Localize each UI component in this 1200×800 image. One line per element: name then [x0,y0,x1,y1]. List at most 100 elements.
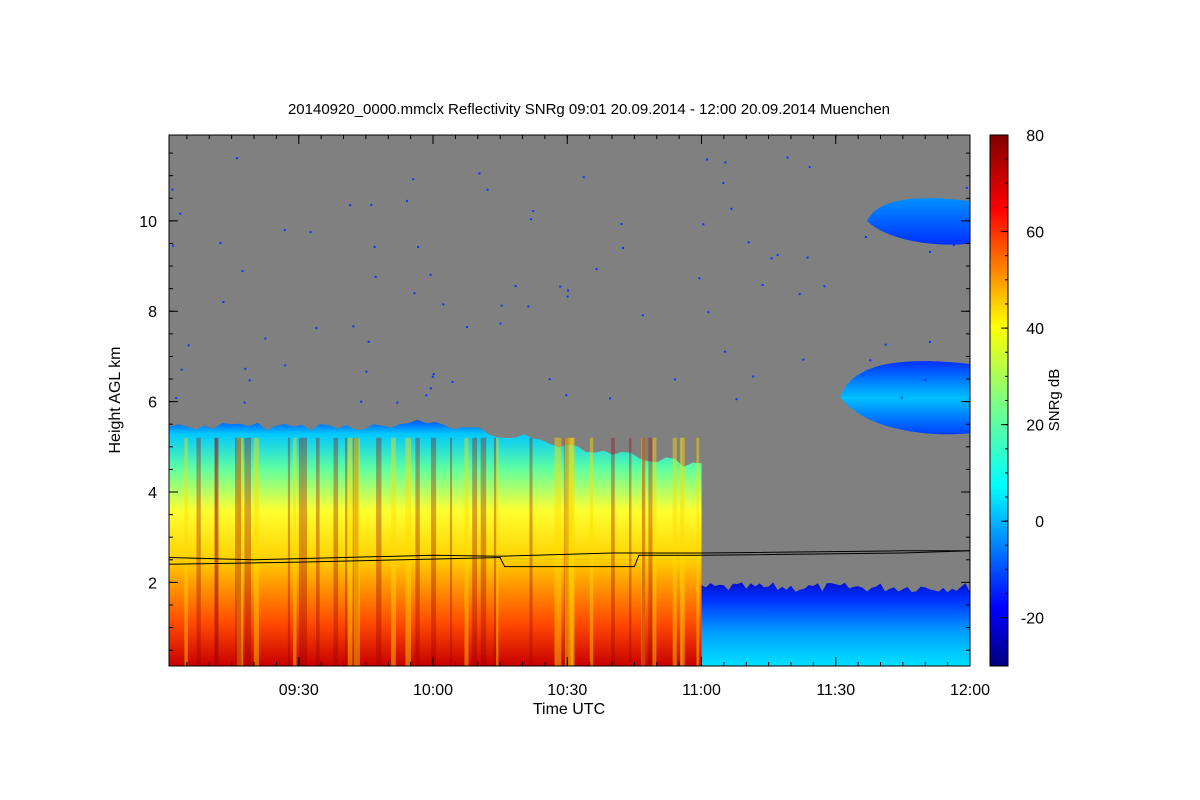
noise-speck [707,311,710,314]
texture-streak [352,437,359,666]
texture-streak [611,437,615,666]
noise-speck [432,373,435,376]
colorbar-tick-label: 40 [1026,321,1044,338]
texture-streak [391,437,396,666]
texture-streak [347,437,353,666]
plot-frame [168,134,971,667]
texture-streak [196,437,201,666]
texture-streak [214,437,218,666]
texture-streak [563,437,569,666]
noise-speck [283,229,286,232]
noise-speck [823,285,826,288]
texture-streak [450,437,453,666]
noise-speck [752,375,755,378]
texture-streak [235,437,242,666]
texture-streak [415,437,420,666]
noise-speck [802,358,805,361]
noise-speck [315,327,318,330]
texture-streak [316,437,320,666]
y-axis: 2 4 6 8 10 [139,152,970,651]
colorbar-tick-label: 0 [1035,514,1044,531]
texture-streak [431,437,437,666]
region-high-cloud [867,198,970,245]
noise-speck [264,337,267,340]
noise-speck [486,188,489,191]
noise-speck [429,387,432,390]
noise-speck [222,301,225,303]
texture-streak [648,437,653,666]
x-axis: 09:30 10:00 10:30 11:00 11:30 12:00 [186,135,990,699]
noise-speck [929,250,931,253]
noise-speck [747,241,750,244]
texture-streak [589,437,594,666]
texture-streak [496,437,499,666]
x-tick-label: 10:30 [547,682,587,699]
noise-speck [674,378,676,381]
noise-speck [179,212,182,215]
noise-speck [500,304,503,307]
region-mid-cloud-layer [840,361,970,435]
noise-speck [370,203,373,206]
noise-speck [243,401,246,404]
noise-speck [451,381,454,383]
noise-speck [724,350,727,353]
texture-streak [214,437,219,666]
noise-speck [567,289,570,292]
noise-speck [367,340,370,343]
noise-speck [924,379,927,381]
noise-speck [761,284,764,286]
texture-streak [681,437,685,666]
texture-streak [642,437,646,666]
noise-speck [862,374,865,377]
noise-speck [309,231,312,234]
noise-speck [622,247,624,249]
noise-speck [352,325,355,328]
noise-speck [365,370,368,373]
texture-streak [287,437,291,666]
region-low-level-echo [169,559,702,666]
noise-speck [417,245,420,248]
noise-speck [965,186,968,189]
region-mid-level-echo-top [169,419,702,560]
texture-streak [629,437,632,666]
boundary-line-1 [169,550,970,561]
x-axis-label: Time UTC [533,701,605,718]
noise-speck [349,204,352,207]
noise-speck [373,245,376,248]
noise-speck [706,158,709,161]
colorbar-tick-label: 60 [1026,225,1044,242]
noise-speck [248,379,251,382]
noise-speck [172,244,174,247]
boundary-line-2 [169,550,970,568]
colorbar-tick-label: 20 [1026,418,1044,435]
texture-streak [493,437,497,666]
noise-speck [928,340,931,343]
texture-streak [564,437,570,666]
noise-speck [698,277,701,280]
noise-speck [900,396,903,399]
noise-speck [180,368,183,371]
texture-streak [652,437,657,666]
noise-speck [406,199,408,202]
noise-speck [798,293,801,296]
noise-speck [187,344,190,347]
noise-speck [806,256,809,259]
noise-speck [724,161,727,164]
noise-speck [864,236,867,238]
texture-streak [529,437,533,666]
plot-area [169,135,970,666]
colorbar-ticks: -20 0 20 40 60 80 [1001,128,1044,667]
noise-speck [565,394,568,397]
noise-speck [425,394,428,397]
texture-streak [405,437,411,666]
noise-speck [442,303,445,306]
texture-streak [696,437,700,666]
texture-streak [298,437,303,666]
texture-streak [376,437,382,666]
noise-speck [532,210,535,212]
y-tick-label: 6 [148,395,157,412]
texture-streak [333,437,339,666]
noise-speck [413,292,416,295]
noise-speck [284,364,287,367]
